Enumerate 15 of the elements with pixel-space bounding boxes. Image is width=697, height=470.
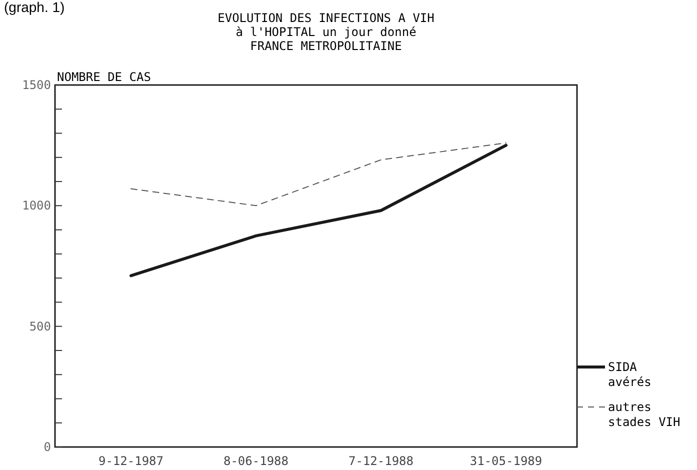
x-tick-label: 31-05-1989	[470, 454, 542, 468]
x-tick-label: 7-12-1988	[348, 454, 414, 468]
legend-label: SIDA avérés	[608, 360, 652, 389]
line-series	[130, 142, 506, 206]
y-tick-label: 500	[29, 319, 51, 334]
chart-title: EVOLUTION DES INFECTIONS A VIH à l'HOPITAL un jour donné FRANCE METROPOLITAINE	[218, 11, 434, 53]
y-axis-title: NOMBRE DE CAS	[57, 70, 151, 84]
legend-label: autres stades VIH	[608, 400, 680, 429]
text: (graph. 1)	[4, 0, 65, 15]
x-tick-label: 9-12-1987	[98, 454, 164, 468]
y-tick-label: 0	[44, 440, 51, 454]
y-tick-label: 1000	[22, 198, 51, 213]
y-tick-label: 1500	[22, 78, 51, 92]
line-series	[130, 144, 508, 278]
x-tick-label: 8-06-1988	[223, 454, 289, 468]
